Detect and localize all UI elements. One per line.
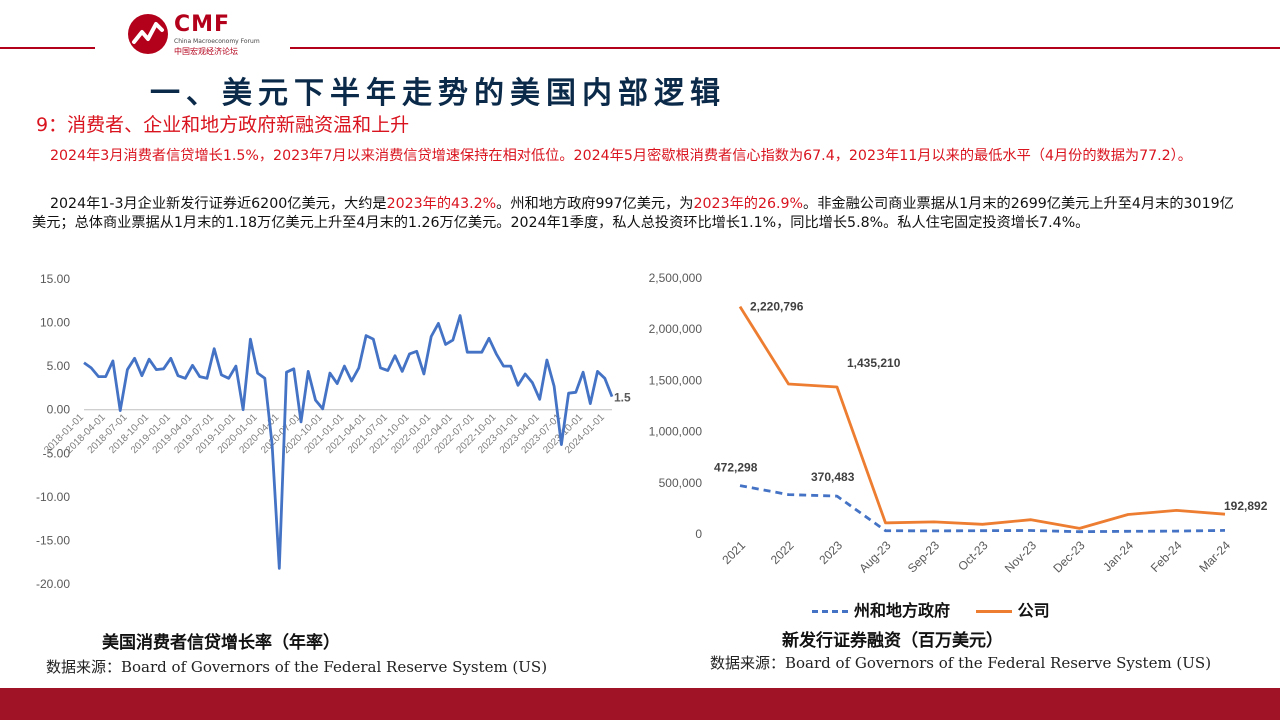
y-tick-label: -15.00 — [36, 533, 70, 547]
legend-label-corporate: 公司 — [1017, 601, 1050, 620]
header-rule-left — [0, 47, 95, 49]
logo-chinese: 中国宏观经济论坛 — [174, 47, 238, 56]
para2-text-1: 2024年1-3月企业新发行证券近6200亿美元，大约是 — [50, 196, 387, 212]
footer-bar — [0, 688, 1280, 720]
x-tick-label: Nov-23 — [1002, 538, 1039, 575]
para2-highlight-1: 2023年的43.2% — [386, 196, 497, 212]
x-tick-label: Sep-23 — [905, 538, 942, 575]
x-tick-label: Jan-24 — [1100, 538, 1136, 574]
left-chart-title: 美国消费者信贷增长率（年率） — [102, 633, 340, 653]
para2-highlight-2: 2023年的26.9% — [693, 196, 804, 212]
data-label: 370,483 — [811, 470, 855, 484]
y-tick-label: 2,000,000 — [649, 322, 703, 336]
credit-growth-line — [83, 314, 614, 570]
y-tick-label: 1,000,000 — [649, 425, 703, 439]
state-local-line — [739, 484, 1226, 534]
para2-text-3: 。非金融公司商业票据从1月末的2699亿美元上升至4月末的3019亿美元；总体商… — [32, 196, 1234, 231]
y-tick-label: -10.00 — [36, 490, 70, 504]
legend-label-state-local: 州和地方政府 — [854, 601, 951, 620]
consumer-credit-paragraph: 2024年3月消费者信贷增长1.5%，2023年7月以来消费信贷增速保持在相对低… — [50, 148, 1192, 164]
right-chart-source: 数据来源：Board of Governors of the Federal R… — [710, 654, 1212, 672]
x-tick-label: Dec-23 — [1050, 538, 1087, 575]
data-label: 192,892 — [1224, 499, 1268, 513]
financing-paragraph: 2024年1-3月企业新发行证券近6200亿美元，大约是2023年的43.2%。… — [32, 195, 1240, 233]
legend-swatch-state-local — [812, 610, 848, 613]
x-tick-label: Aug-23 — [856, 538, 893, 575]
header-rule-right — [290, 47, 1280, 49]
y-tick-label: -20.00 — [36, 577, 70, 591]
y-tick-label: 500,000 — [659, 476, 703, 490]
left-chart-source: 数据来源：Board of Governors of the Federal R… — [46, 658, 548, 676]
y-tick-label: 1,500,000 — [649, 373, 703, 387]
legend-swatch-corporate — [975, 610, 1012, 613]
data-label: 2,220,796 — [750, 300, 804, 314]
x-tick-label: Mar-24 — [1196, 538, 1233, 575]
right-chart-title: 新发行证券融资（百万美元） — [782, 631, 1003, 651]
y-tick-label: 0.00 — [47, 403, 71, 417]
credit-growth-end-label: 1.5 — [614, 391, 631, 405]
corporate-line — [738, 305, 1226, 530]
y-tick-label: -5.00 — [43, 446, 71, 460]
cmf-logo-icon — [128, 14, 168, 54]
logo-name: CMF — [174, 12, 231, 37]
y-tick-label: 15.00 — [40, 272, 70, 286]
right-chart-legend: 州和地方政府 公司 — [812, 597, 1050, 621]
x-tick-label: 2023 — [816, 538, 845, 567]
y-tick-label: 0 — [695, 527, 702, 541]
y-tick-label: 10.00 — [40, 316, 70, 330]
data-label: 472,298 — [714, 461, 758, 475]
x-tick-label: 2022 — [768, 538, 797, 567]
para2-text-2: 。州和地方政府997亿美元，为 — [496, 196, 694, 212]
y-tick-label: 5.00 — [47, 359, 71, 373]
y-tick-label: 2,500,000 — [649, 271, 703, 285]
x-tick-label: Oct-23 — [955, 538, 991, 574]
logo-english: China Macroeconomy Forum — [174, 38, 260, 45]
cmf-logo: CMF China Macroeconomy Forum 中国宏观经济论坛 — [126, 12, 296, 56]
x-tick-label: Feb-24 — [1148, 538, 1185, 575]
section-subtitle: 9：消费者、企业和地方政府新融资温和上升 — [36, 114, 410, 136]
data-label: 1,435,210 — [847, 356, 901, 370]
page-title: 一、美元下半年走势的美国内部逻辑 — [150, 76, 726, 111]
x-tick-label: 2021 — [719, 538, 748, 567]
